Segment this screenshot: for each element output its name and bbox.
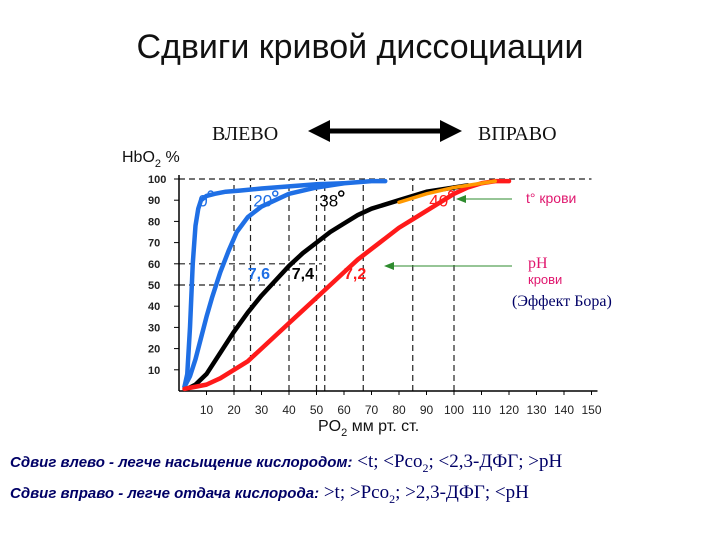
ph-label-0: 7,6 [248,266,270,283]
y-tick-label-90: 90 [148,195,160,207]
x-tick-label-10: 10 [200,403,214,417]
shift-left-label: ВЛЕВО [212,123,278,145]
caption-right-part1: >t; >Pco [319,482,390,503]
y-tick-label-10: 10 [148,365,160,377]
caption-left-part1: <t; <Pco [352,451,423,472]
temp-label-3: 40 [429,192,448,211]
shift-arrow-left-head [308,120,330,142]
axes: 10 20 30 40 50 60 70 80 90 100 10 20 30 40 50 60 70 80 90 1… [122,149,602,439]
temp-label-1: 20 [253,192,272,211]
labels: ВЛЕВО ВПРАВО 0 20 38 40 7,6 7,4 7,2 t° крови pHкро… [198,120,612,310]
curve-series-2 [185,183,470,392]
ph-pointer-head [384,262,394,270]
x-axis-title: PO2 мм рт. ст. [318,418,419,439]
temp-degree-0 [207,190,214,197]
temp-pointer-head [456,195,466,203]
x-tick-label-80: 80 [392,403,406,417]
shift-arrow-right-head [440,120,462,142]
y-tick-label-50: 50 [148,280,160,292]
x-tick-label-140: 140 [554,403,574,417]
y-tick-label-100: 100 [148,174,166,186]
x-tick-label-120: 120 [499,403,519,417]
y-axis-title: HbO2 % [122,149,180,170]
temp-degree-3 [448,190,455,197]
caption-shift-right-lead: Сдвиг вправо - легче отдача кислорода: [10,485,320,502]
curve-series-1 [182,178,388,390]
ph-label-1: 7,4 [292,266,314,283]
temp-degree-1 [272,190,279,197]
x-tick-label-30: 30 [255,403,269,417]
caption-left-sub: 2 [422,460,429,475]
x-tick-label-100: 100 [444,403,464,417]
ph-label-2: 7,2 [344,266,366,283]
y-tick-label-20: 20 [148,344,160,356]
caption-shift-right-rest: >t; >Pco2; >2,3-ДФГ; <pH [319,482,529,506]
annotation-ph-krovi: крови [528,272,562,287]
x-tick-label-110: 110 [472,403,491,417]
temp-label-2: 38 [319,192,338,211]
temp-degree-2 [338,190,345,197]
x-tick-label-90: 90 [420,403,434,417]
y-tick-label-30: 30 [148,322,160,334]
x-tick-label-60: 60 [337,403,351,417]
caption-shift-left-lead: Сдвиг влево - легче насыщение кислородом… [10,454,353,471]
x-tick-label-20: 20 [227,403,241,417]
y-tick-label-60: 60 [148,259,160,271]
x-tick-label-50: 50 [310,403,324,417]
y-tick-label-70: 70 [148,238,160,250]
caption-left-part2: ; <2,3-ДФГ; >pH [428,451,563,472]
annotation-ph: pH [528,255,548,272]
y-tick-label-80: 80 [148,216,160,228]
x-tick-label-130: 130 [526,403,546,417]
caption-right-part2: ; >2,3-ДФГ; <pH [395,482,529,503]
curve-series-0 [182,180,347,390]
x-tick-label-70: 70 [365,403,379,417]
caption-shift-left-rest: <t; <Pco2; <2,3-ДФГ; >pH [352,451,563,475]
caption-right-sub: 2 [389,491,396,506]
slide-title: Сдвиги кривой диссоциации [136,28,584,66]
annotation-temp: t° крови [526,190,576,206]
caption-shift-left: Сдвиг влево - легче насыщение кислородом… [10,451,562,476]
x-tick-label-40: 40 [282,403,296,417]
y-tick-label-40: 40 [148,301,160,313]
x-tick-label-150: 150 [581,403,601,417]
temp-label-0: 0 [198,192,207,211]
dashed-guides [179,178,592,391]
shift-right-label: ВПРАВО [478,123,557,145]
caption-shift-right: Сдвиг вправо - легче отдача кислорода: >… [10,482,529,507]
curve-orange-segment [397,179,497,205]
annotation-bohr: (Эффект Бора) [512,293,612,310]
dissociation-chart: 10 20 30 40 50 60 70 80 90 100 10 20 30 40 50 60 70 80 90 1… [122,120,612,439]
